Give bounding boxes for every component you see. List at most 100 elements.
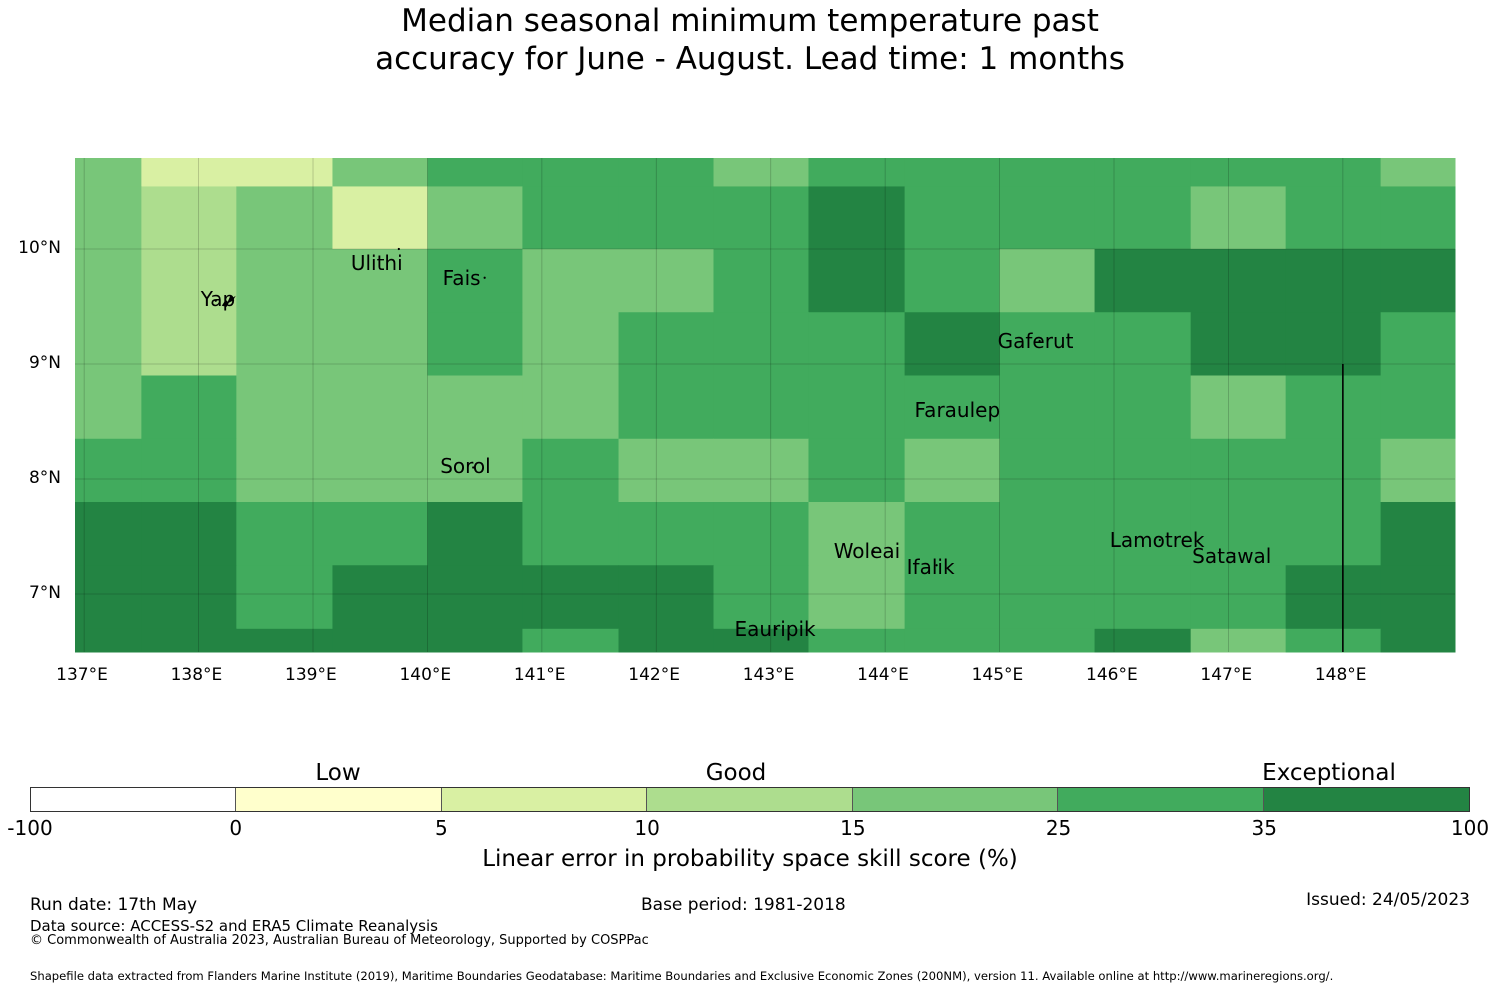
heatmap-cell [332,312,428,376]
heatmap-cell [618,249,715,313]
heatmap-cell [904,628,1001,653]
longitude-tick-label: 146°E [1086,665,1138,685]
heatmap-cell [75,375,142,440]
heatmap-cell [1190,186,1287,250]
heatmap-cell [522,312,620,376]
heatmap-cell [1094,158,1192,187]
map-title: Median seasonal minimum temperature past… [0,2,1500,78]
heatmap-cell [713,158,809,187]
heatmap-cell [713,186,809,250]
heatmap-cell [427,502,523,566]
island-marker [958,408,961,412]
longitude-tick-label: 139°E [285,665,337,685]
heatmap-cell [713,502,809,566]
colorbar-label: Linear error in probability space skill … [482,846,1018,872]
heatmap-cell [141,438,237,503]
heatmap-cell [1190,312,1287,376]
heatmap-cell [236,628,333,653]
island-marker [397,247,400,251]
heatmap-cell [75,628,142,653]
heatmap-cell [1285,186,1382,250]
heatmap-cell [1380,249,1456,313]
colorbar-tick-label: 5 [435,816,448,840]
heatmap-cell [808,186,906,250]
island-label: Eauripik [734,616,816,641]
heatmap-cell [1190,158,1287,187]
heatmap-cell [1285,438,1382,503]
island-label: Lamotrek [1109,527,1205,552]
shapefile-credit: Shapefile data extracted from Flanders M… [30,969,1334,983]
heatmap-cell [1380,312,1456,376]
latitude-tick-label: 7°N [28,583,61,603]
colorbar-segment [31,788,237,811]
heatmap-cell [618,438,715,503]
island-marker [872,550,875,553]
heatmap-cell [1380,565,1456,630]
island-marker [214,299,217,302]
heatmap-cell [999,158,1096,187]
colorbar-segment [236,788,442,811]
heatmap-cell [1285,158,1382,187]
heatmap-cell [618,565,715,630]
heatmap-cell [141,628,237,653]
longitude-tick-label: 140°E [399,665,452,685]
legend-category-exceptional: Exceptional [1262,760,1396,786]
heatmap-cell [808,375,906,440]
colorbar-tick-label: 15 [840,816,866,840]
heatmap-cell [618,375,715,440]
data-source: Data source: ACCESS-S2 and ERA5 Climate … [30,917,438,935]
heatmap-cell [332,438,428,503]
heatmap-cell [999,502,1096,566]
heatmap-cell [1285,375,1382,440]
issued-date: Issued: 24/05/2023 [1306,890,1470,910]
longitude-tick-label: 145°E [971,665,1024,685]
heatmap-cell [1094,438,1192,503]
longitude-tick-label: 143°E [742,665,795,685]
heatmap-cell [1380,158,1456,187]
longitude-tick-label: 148°E [1314,665,1367,685]
heatmap-cell [999,249,1096,313]
heatmap-cell [141,312,237,376]
heatmap-cell [1285,565,1382,630]
heatmap-cell [808,502,906,566]
heatmap-cell [999,565,1096,630]
heatmap-cell [1190,249,1287,313]
heatmap-cell [522,249,620,313]
island-label: Sorol [440,453,491,478]
longitude-tick-label: 147°E [1200,665,1253,685]
heatmap-cell [332,502,428,566]
island-label: Faraulep [914,398,1001,422]
heatmap-cell [1094,249,1192,313]
heatmap-cell [618,186,715,250]
heatmap-cell [236,186,333,250]
heatmap-cell [522,565,620,630]
base-period: Base period: 1981-2018 [641,895,846,915]
copyright: © Commonwealth of Australia 2023, Austra… [30,933,649,948]
heatmap-cell [1285,249,1382,313]
heatmap-cell [713,565,809,630]
colorbar-tick-label: 25 [1045,816,1072,840]
heatmap-cell [427,565,523,630]
heatmap-cell [904,186,1001,250]
island-label: Fais [442,265,481,290]
longitude-tick-label: 144°E [857,665,909,685]
island-marker [1233,552,1236,555]
graticule [75,158,1455,652]
legend-category-good: Good [705,760,767,786]
heatmap-cell [618,312,715,376]
heatmap-cell [808,249,906,313]
island-label: Ifalik [906,555,955,580]
heatmap-cell [1094,375,1192,440]
heatmap-cell [1285,502,1382,566]
heatmap-cell [1380,375,1456,440]
heatmap-cell [999,312,1096,376]
island-label: Woleai [833,539,901,564]
heatmap-cell [808,565,906,630]
heatmap-cell [618,158,715,187]
heatmap-cell [999,375,1096,440]
heatmap-cell [141,375,237,440]
heatmap-cell [522,628,620,653]
heatmap-cell [522,438,620,503]
heatmap-cell [332,565,428,630]
heatmap-cell [75,502,142,566]
